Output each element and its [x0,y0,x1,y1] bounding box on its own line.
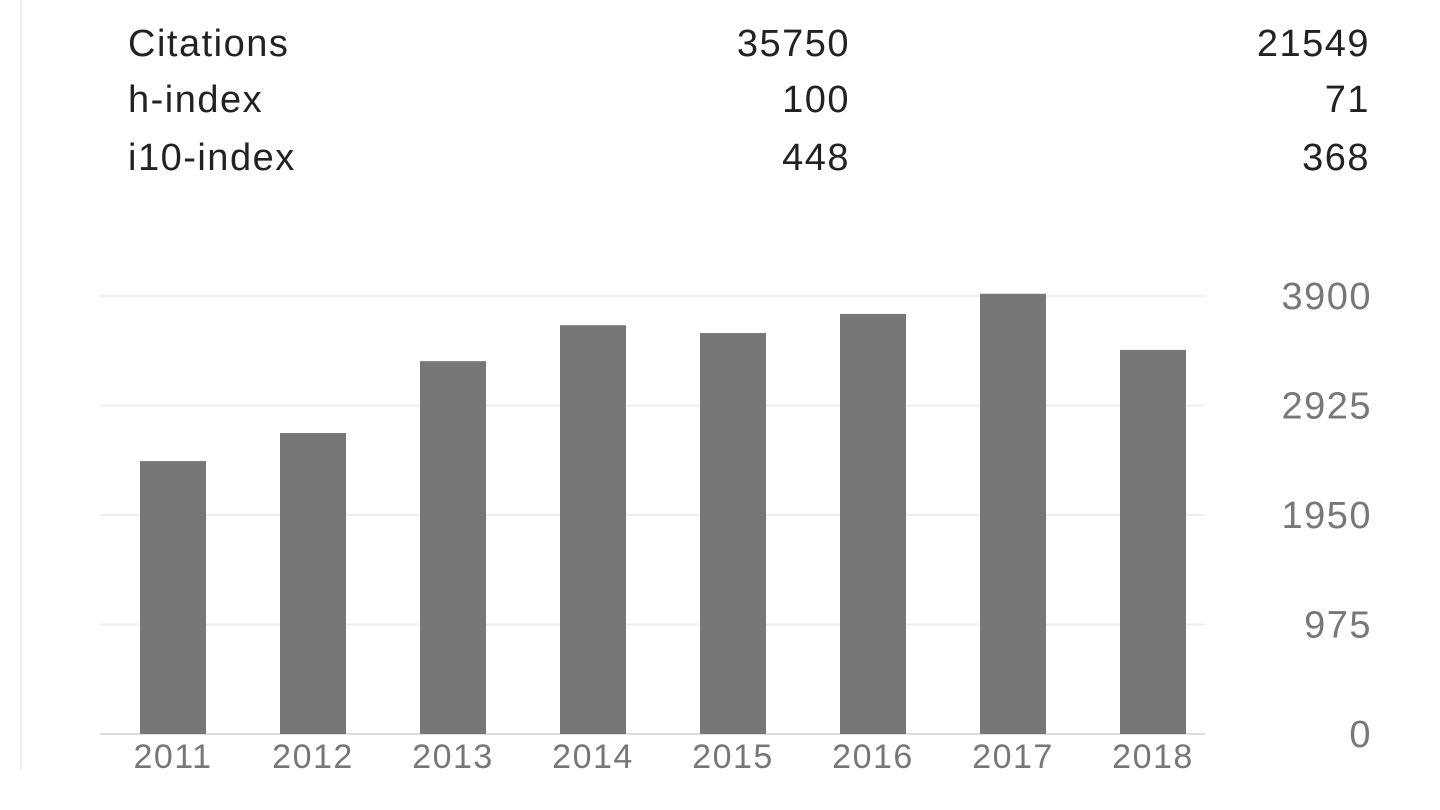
stats-label-h-index[interactable]: h-index [128,79,264,121]
stats-since-h-index: 71 [1324,79,1370,121]
chart-x-tick-labels: 2011 2012 2013 2014 2015 2016 2017 2018 [133,738,1194,776]
stats-row-i10-index: i10-index 448 368 [0,130,1440,186]
x-tick-label-2014: 2014 [552,738,634,776]
x-tick-label-2018: 2018 [1112,738,1194,776]
x-tick-label-2016: 2016 [832,738,914,776]
y-tick-label-2925: 2925 [1281,386,1372,428]
stats-row-citations: Citations 35750 21549 [0,16,1440,72]
bar-2016[interactable] [840,313,906,734]
bar-2013[interactable] [420,361,486,734]
stats-label-citations[interactable]: Citations [128,23,290,65]
panel-left-border [20,0,22,770]
x-tick-label-2017: 2017 [972,738,1054,776]
x-tick-label-2013: 2013 [412,738,494,776]
chart-bars [140,293,1186,734]
x-tick-label-2015: 2015 [692,738,774,776]
y-tick-label-0: 0 [1349,714,1372,756]
bar-2018[interactable] [1120,349,1186,734]
chart-y-tick-labels: 0 975 1950 2925 3900 [1281,276,1372,756]
bar-2014[interactable] [560,325,626,734]
bar-2012[interactable] [280,433,346,734]
stats-since-i10-index: 368 [1302,137,1370,179]
stats-all-h-index: 100 [782,79,850,121]
stats-all-i10-index: 448 [782,137,850,179]
x-tick-label-2012: 2012 [272,738,354,776]
bar-2017[interactable] [980,293,1046,734]
y-tick-label-1950: 1950 [1281,495,1372,537]
bar-2015[interactable] [700,333,766,734]
y-tick-label-975: 975 [1304,605,1372,647]
stats-row-h-index: h-index 100 71 [0,72,1440,128]
y-tick-label-3900: 3900 [1281,276,1372,318]
stats-since-citations: 21549 [1256,23,1370,65]
x-tick-label-2011: 2011 [133,738,212,776]
bar-2011[interactable] [140,461,206,734]
stats-label-i10-index[interactable]: i10-index [128,137,296,179]
stats-all-citations: 35750 [736,23,850,65]
